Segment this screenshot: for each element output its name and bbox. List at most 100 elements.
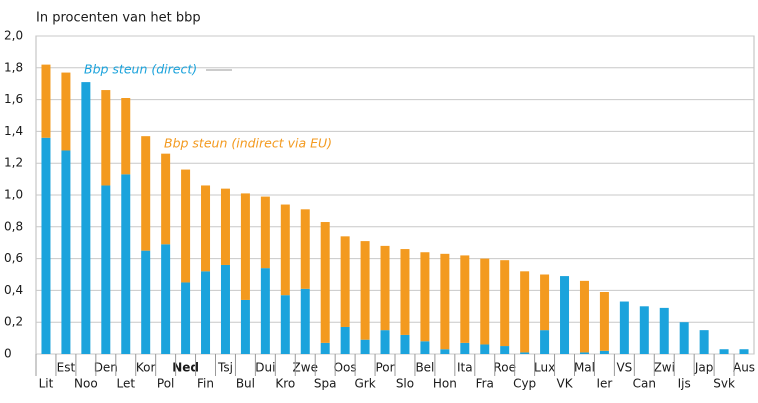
y-tick-label: 0 — [4, 347, 12, 361]
bar-segment — [599, 291, 609, 351]
x-tick-label: Kro — [275, 377, 295, 391]
bar-segment — [300, 288, 310, 354]
x-tick-label: Roe — [493, 361, 516, 375]
x-tick-label: Mal — [574, 361, 595, 375]
bar-segment — [739, 349, 749, 354]
bar-segment — [460, 342, 470, 354]
x-tick-label: Can — [633, 377, 656, 391]
x-tick-label: VK — [556, 377, 573, 391]
y-tick-label: 0,4 — [4, 283, 23, 297]
x-tick-label: Zwi — [654, 361, 675, 375]
bar-segment — [220, 188, 230, 265]
x-tick-label: Ned — [172, 361, 199, 375]
y-tick-label: 1,6 — [4, 92, 23, 106]
bar-segment — [420, 252, 430, 342]
bar-segment — [181, 169, 191, 283]
y-tick-label: 0,8 — [4, 219, 23, 233]
bar-segment — [659, 307, 669, 354]
bar-segment — [280, 295, 290, 354]
bar-segment — [719, 349, 729, 354]
legend-label: Bbp steun (indirect via EU) — [164, 136, 332, 151]
bar-segment — [340, 326, 350, 354]
x-tick-label: Den — [94, 361, 118, 375]
bar-segment — [579, 352, 589, 354]
bar-segment — [480, 258, 490, 345]
x-tick-label: Ita — [457, 361, 473, 375]
bar-segment — [121, 174, 131, 354]
y-tick-label: 0,2 — [4, 315, 23, 329]
x-tick-label: Jap — [694, 361, 714, 375]
bar-segment — [141, 250, 151, 354]
bar-segment — [400, 334, 410, 354]
bar-segment — [380, 330, 390, 354]
y-tick-label: 2,0 — [4, 29, 23, 43]
x-tick-label: Ijs — [678, 377, 691, 391]
x-tick-label: Grk — [354, 377, 375, 391]
x-tick-label: Tsj — [217, 361, 233, 375]
bar-segment — [579, 280, 589, 353]
bar-segment — [639, 306, 649, 354]
bar-segment — [41, 137, 51, 354]
x-tick-label: Hon — [433, 377, 457, 391]
bar-segment — [141, 136, 151, 251]
bar-segment — [500, 260, 510, 347]
bar-segment — [201, 271, 211, 354]
chart-title: In procenten van het bbp — [36, 11, 201, 26]
x-tick-label: Oos — [334, 361, 357, 375]
bar-segment — [81, 82, 91, 355]
bar-segment — [480, 344, 490, 354]
bar-segment — [300, 209, 310, 289]
bar-segment — [540, 274, 550, 331]
bar-segment — [320, 342, 330, 354]
bar-segment — [280, 204, 290, 296]
bar-segment — [220, 264, 230, 354]
bar-segment — [240, 299, 250, 354]
y-tick-label: 1,8 — [4, 60, 23, 74]
y-tick-label: 1,0 — [4, 188, 23, 202]
x-tick-label: Bul — [236, 377, 255, 391]
bar-segment — [201, 185, 211, 272]
x-tick-label: Kor — [136, 361, 156, 375]
bar-segment — [260, 196, 270, 269]
x-tick-label: Slo — [396, 377, 414, 391]
bar-segment — [61, 150, 71, 354]
x-tick-label: Ier — [596, 377, 612, 391]
x-tick-label: Bel — [415, 361, 434, 375]
bar-segment — [101, 90, 111, 186]
x-tick-label: Lit — [39, 377, 54, 391]
bar-segment — [240, 193, 250, 300]
bar-segment — [679, 322, 689, 354]
x-tick-label: Lux — [534, 361, 555, 375]
bar-segment — [161, 244, 171, 354]
bar-segment — [440, 349, 450, 354]
bar-segment — [699, 330, 709, 354]
x-tick-label: Dui — [255, 361, 275, 375]
bar-segment — [181, 282, 191, 354]
bar-segment — [161, 153, 171, 245]
bar-segment — [121, 98, 131, 175]
x-tick-label: Let — [116, 377, 135, 391]
bar-segment — [520, 352, 530, 354]
bar-segment — [101, 185, 111, 354]
bar-segment — [61, 72, 71, 151]
bar-segment — [500, 346, 510, 354]
bar-segment — [360, 241, 370, 340]
bar-segment — [420, 341, 430, 354]
bar-segment — [320, 222, 330, 343]
bar-segment — [560, 276, 570, 354]
bar-segment — [540, 330, 550, 354]
bar-segment — [619, 301, 629, 354]
bar-segment — [460, 255, 470, 343]
y-tick-label: 1,4 — [4, 124, 23, 138]
x-tick-label: Aus — [733, 361, 755, 375]
bar-segment — [400, 249, 410, 335]
x-tick-label: Zwe — [293, 361, 318, 375]
x-tick-label: Svk — [713, 377, 735, 391]
bar-segment — [340, 236, 350, 327]
bar-segment — [520, 271, 530, 353]
x-tick-label: Pol — [157, 377, 174, 391]
x-tick-label: Est — [57, 361, 76, 375]
x-tick-label: Fin — [197, 377, 214, 391]
x-tick-label: Noo — [74, 377, 98, 391]
